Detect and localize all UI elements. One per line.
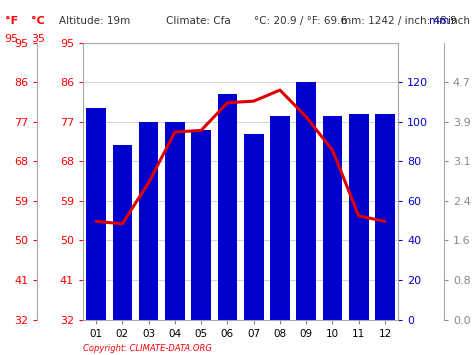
Text: 35: 35 <box>31 34 45 44</box>
Bar <box>139 122 158 320</box>
Text: 95: 95 <box>5 34 19 44</box>
Bar <box>323 116 342 320</box>
Bar <box>375 114 395 320</box>
Bar <box>86 108 106 320</box>
Bar <box>191 130 211 320</box>
Text: Climate: Cfa: Climate: Cfa <box>166 16 231 26</box>
Text: °C: 20.9 / °F: 69.6: °C: 20.9 / °F: 69.6 <box>254 16 346 26</box>
Bar <box>244 133 264 320</box>
Text: °F: °F <box>5 16 18 26</box>
Bar <box>296 82 316 320</box>
Text: inch: inch <box>448 16 470 26</box>
Text: Copyright: CLIMATE-DATA.ORG: Copyright: CLIMATE-DATA.ORG <box>83 344 212 354</box>
Text: mm: mm <box>429 16 449 26</box>
Bar <box>165 122 185 320</box>
Bar <box>270 116 290 320</box>
Text: mm: 1242 / inch: 48.9: mm: 1242 / inch: 48.9 <box>341 16 457 26</box>
Bar <box>349 114 369 320</box>
Text: °C: °C <box>31 16 45 26</box>
Bar <box>218 94 237 320</box>
Text: Altitude: 19m: Altitude: 19m <box>59 16 130 26</box>
Bar <box>112 146 132 320</box>
